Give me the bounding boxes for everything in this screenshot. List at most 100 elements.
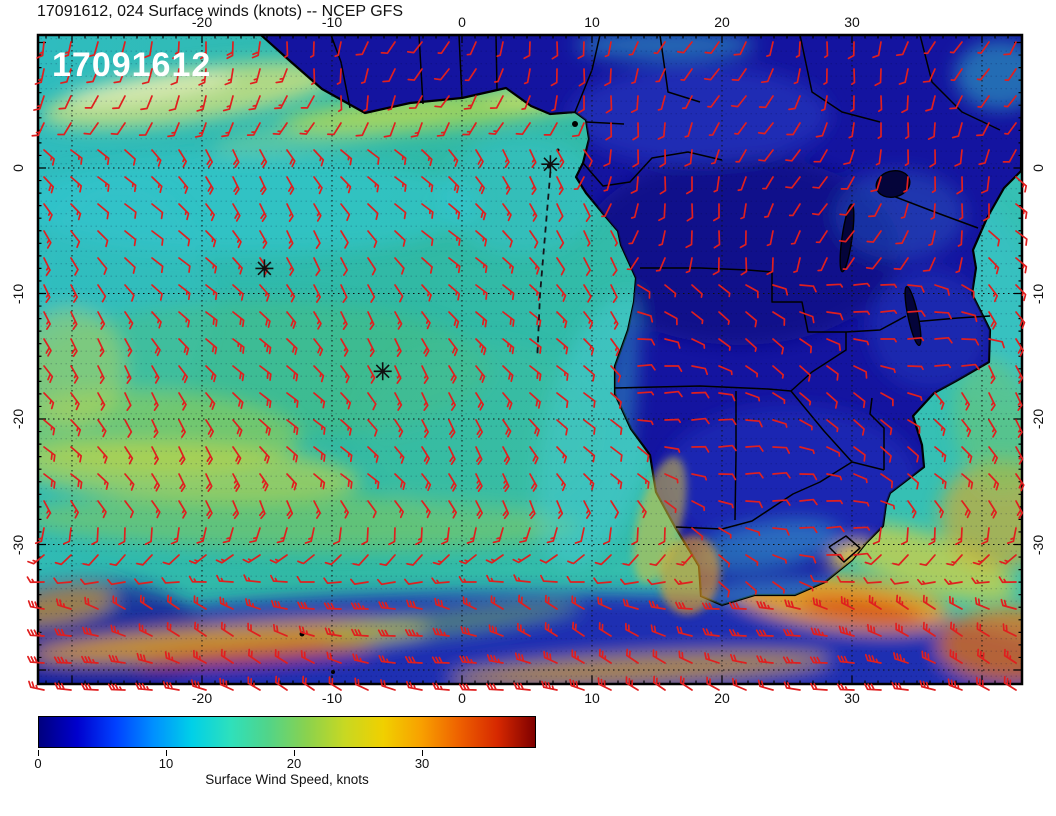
wind-barb (475, 392, 485, 411)
wind-barb (907, 284, 925, 293)
model-grid-texture (38, 35, 1022, 684)
wind-barb (757, 679, 774, 691)
wind-barb (529, 419, 540, 437)
wind-barb (826, 553, 845, 561)
wind-barb (313, 203, 322, 222)
wind-barb (151, 500, 161, 519)
wind-barb (597, 596, 612, 610)
wind-barb (907, 336, 925, 342)
wind-barb (907, 419, 921, 434)
wind-barb (646, 578, 666, 586)
wind-barb (790, 230, 801, 245)
x-axis-tick-label-bottom: -20 (191, 690, 213, 706)
wind-barb (460, 626, 477, 637)
wind-barb (139, 594, 153, 610)
wind-barb (354, 677, 369, 691)
wind-barb (544, 594, 558, 610)
y-axis-tick-label-right: -30 (1030, 534, 1046, 555)
wind-barb (713, 176, 720, 193)
wind-barb (82, 626, 99, 637)
wind-barb (513, 574, 531, 583)
wind-barb (556, 257, 566, 276)
wind-barb (745, 554, 759, 567)
wind-barb (826, 419, 839, 433)
wind-barb (243, 574, 261, 583)
wind-barb (493, 68, 504, 83)
wind-barb (367, 230, 378, 248)
wind-barb (178, 257, 191, 273)
wind-barb (436, 122, 450, 137)
wind-barb (799, 392, 812, 406)
wind-barb (901, 95, 909, 114)
wind-barb (610, 419, 623, 436)
wind-barb (340, 230, 349, 249)
wind-barb (97, 446, 108, 464)
wind-barb (475, 176, 485, 195)
wind-barb (162, 681, 180, 691)
wind-barb (583, 365, 596, 382)
wind-barb (712, 257, 720, 276)
wind-barb (313, 392, 326, 409)
wind-barb (604, 68, 612, 87)
wind-barb (957, 230, 963, 247)
wind-barb (853, 552, 872, 560)
wind-barb (664, 284, 677, 298)
wind-barb (772, 392, 786, 405)
wind-barb (80, 578, 99, 585)
wind-barb (448, 500, 458, 519)
wind-barb (713, 230, 721, 249)
wind-barb (853, 473, 868, 484)
wind-barb (367, 257, 377, 276)
wind-barb (34, 527, 45, 545)
wind-barb (529, 257, 540, 275)
wind-barb (605, 95, 613, 114)
wind-barb (299, 122, 315, 135)
wind-barb (108, 654, 126, 664)
wind-barb (766, 257, 774, 276)
wind-barb (193, 649, 207, 664)
wind-barb (151, 203, 164, 220)
wind-barb (247, 622, 261, 637)
wind-barb (431, 656, 450, 664)
wind-barb (988, 392, 996, 411)
wind-barb (569, 678, 585, 691)
wind-barb (394, 500, 404, 519)
wind-barb (332, 527, 342, 545)
wind-barb (70, 311, 78, 331)
wind-barb (556, 446, 568, 464)
wind-barb (571, 122, 585, 138)
wind-barb (232, 500, 240, 520)
wind-barb (205, 176, 214, 195)
wind-barb (274, 648, 288, 664)
wind-barb (340, 365, 350, 384)
wind-barb (685, 257, 693, 274)
wind-barb (988, 365, 996, 385)
wind-barb (336, 68, 342, 85)
wind-barb (502, 392, 513, 410)
wind-barb (740, 257, 748, 276)
wind-barb (462, 596, 477, 610)
wind-barb (961, 311, 978, 323)
wind-barb (313, 446, 326, 462)
wind-barb (556, 149, 565, 168)
y-axis-tick-label-right: 0 (1030, 164, 1046, 172)
station-marker (255, 259, 274, 278)
wind-barb (745, 527, 761, 537)
wind-barb (999, 554, 1017, 565)
wind-barb (875, 149, 882, 166)
wind-barb (658, 203, 666, 222)
wind-barb (799, 419, 813, 431)
wind-barb (556, 176, 564, 195)
wind-barb (664, 446, 681, 453)
wind-barb (810, 627, 828, 637)
wind-barb (475, 338, 487, 356)
wind-barb (475, 500, 483, 519)
wind-barb (864, 653, 882, 664)
wind-barb (394, 284, 404, 303)
wind-barb (82, 554, 99, 566)
wind-barb (205, 203, 215, 222)
wind-barb (956, 176, 964, 195)
wind-barb (961, 473, 974, 490)
wind-barb (610, 338, 620, 357)
wind-barb (448, 311, 460, 329)
